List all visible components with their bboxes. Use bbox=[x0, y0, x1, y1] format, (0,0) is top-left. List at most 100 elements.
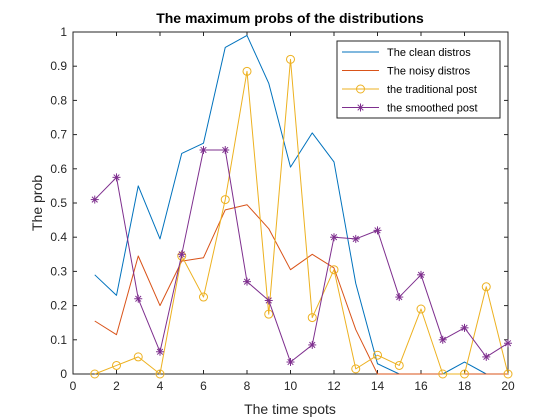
legend-box bbox=[336, 40, 501, 119]
legend-label: the smoothed post bbox=[387, 103, 478, 115]
y-axis-label: The prob bbox=[29, 175, 45, 231]
x-tick-label: 10 bbox=[284, 379, 298, 393]
x-tick-label: 4 bbox=[157, 379, 164, 393]
data-point bbox=[264, 296, 273, 305]
data-point bbox=[177, 250, 186, 259]
chart-title: The maximum probs of the distributions bbox=[156, 10, 424, 26]
data-point bbox=[112, 360, 121, 370]
asterisk-stroke bbox=[91, 196, 98, 203]
asterisk-stroke bbox=[357, 104, 364, 111]
asterisk-stroke bbox=[374, 227, 381, 234]
data-point bbox=[351, 364, 361, 374]
y-tick-label: 1 bbox=[60, 25, 67, 39]
legend-item: The noisy distros bbox=[342, 66, 471, 78]
asterisk-stroke bbox=[222, 146, 229, 154]
x-tick-label: 20 bbox=[501, 379, 515, 393]
data-point bbox=[308, 340, 317, 349]
data-point bbox=[330, 233, 338, 242]
asterisk-stroke bbox=[352, 235, 359, 243]
asterisk-stroke bbox=[439, 336, 446, 343]
asterisk-stroke bbox=[287, 358, 294, 366]
asterisk-stroke bbox=[265, 297, 272, 304]
asterisk-stroke bbox=[178, 251, 185, 258]
asterisk-stroke bbox=[156, 348, 164, 355]
asterisk-stroke bbox=[461, 324, 468, 331]
asterisk-stroke bbox=[309, 341, 316, 349]
data-point bbox=[133, 352, 143, 362]
legend-label: the traditional post bbox=[387, 84, 477, 96]
data-point bbox=[504, 339, 512, 348]
asterisk-stroke bbox=[200, 146, 207, 154]
series-4 bbox=[90, 145, 512, 367]
x-axis-label: The time spots bbox=[244, 401, 336, 417]
x-tick-label: 12 bbox=[327, 379, 341, 393]
asterisk-stroke bbox=[135, 295, 142, 302]
y-tick-label: 0.9 bbox=[50, 59, 67, 73]
x-tick-label: 14 bbox=[371, 379, 385, 393]
data-point bbox=[416, 304, 426, 314]
x-tick-label: 8 bbox=[244, 379, 251, 393]
asterisk-stroke bbox=[113, 174, 120, 181]
asterisk-stroke bbox=[396, 293, 403, 301]
asterisk-stroke bbox=[504, 340, 512, 347]
data-point bbox=[134, 294, 143, 303]
data-point bbox=[460, 369, 469, 379]
data-point bbox=[438, 369, 448, 379]
legend-label: The noisy distros bbox=[387, 66, 471, 78]
data-point bbox=[373, 350, 382, 360]
data-point bbox=[394, 360, 404, 370]
data-point bbox=[112, 173, 121, 182]
data-point bbox=[286, 358, 295, 367]
data-point bbox=[356, 103, 365, 112]
data-point bbox=[264, 309, 274, 319]
data-point bbox=[356, 84, 365, 94]
data-point bbox=[156, 347, 164, 356]
x-tick-label: 16 bbox=[414, 379, 428, 393]
data-point bbox=[329, 265, 339, 275]
series-line bbox=[94, 58, 509, 375]
data-point bbox=[199, 145, 208, 154]
data-point bbox=[90, 195, 99, 204]
data-point bbox=[90, 369, 100, 379]
data-point bbox=[351, 234, 360, 243]
x-tick-label: 0 bbox=[70, 379, 77, 393]
x-tick-label: 2 bbox=[113, 379, 120, 393]
asterisk-stroke bbox=[483, 353, 490, 361]
y-tick-label: 0.8 bbox=[50, 93, 67, 107]
y-tick-label: 0 bbox=[60, 367, 67, 381]
data-point bbox=[482, 352, 491, 361]
y-tick-label: 0.2 bbox=[50, 299, 67, 313]
x-tick-label: 18 bbox=[458, 379, 472, 393]
legend-item: the smoothed post bbox=[342, 103, 478, 115]
data-point bbox=[242, 66, 252, 76]
data-point bbox=[460, 323, 469, 332]
data-point bbox=[307, 313, 317, 323]
asterisk-stroke bbox=[417, 271, 425, 278]
data-point bbox=[395, 293, 404, 302]
y-tick-label: 0.5 bbox=[50, 196, 67, 210]
series-line bbox=[94, 149, 509, 363]
y-tick-label: 0.1 bbox=[50, 333, 67, 347]
asterisk-stroke bbox=[243, 278, 251, 285]
asterisk-stroke bbox=[330, 234, 338, 241]
legend: The clean distros The noisy distros the tr… bbox=[336, 40, 501, 119]
data-point bbox=[221, 145, 230, 154]
data-point bbox=[220, 195, 230, 205]
data-point bbox=[243, 277, 251, 286]
y-tick-label: 0.4 bbox=[50, 230, 67, 244]
y-tick-label: 0.3 bbox=[50, 264, 67, 278]
data-point bbox=[155, 369, 165, 379]
data-point bbox=[373, 226, 382, 235]
y-tick-label: 0.6 bbox=[50, 162, 67, 176]
legend-item: the traditional post bbox=[342, 84, 477, 96]
data-point bbox=[417, 270, 425, 279]
data-point bbox=[199, 292, 208, 302]
y-tick-label: 0.7 bbox=[50, 128, 67, 142]
series-3 bbox=[90, 54, 513, 379]
data-point bbox=[503, 369, 513, 379]
legend-label: The clean distros bbox=[387, 47, 471, 59]
legend-item: The clean distros bbox=[342, 47, 471, 59]
x-tick-label: 6 bbox=[200, 379, 207, 393]
